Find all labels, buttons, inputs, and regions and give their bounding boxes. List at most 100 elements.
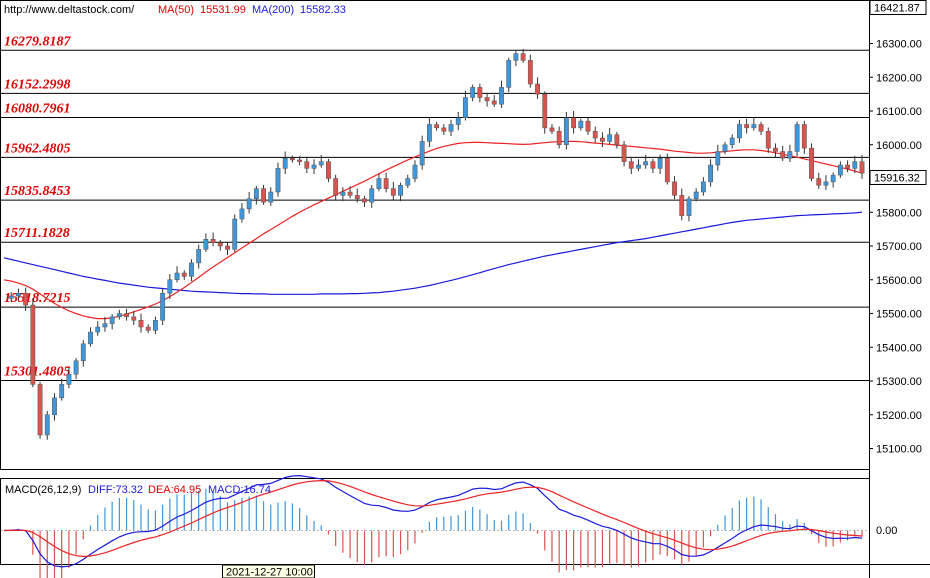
fib-level-label: 16080.7961 [4,101,71,116]
fib-level-label: 15301.4805 [4,365,71,380]
candles [8,48,865,440]
macd-hist-label: MACD:16.74 [208,484,271,496]
candle [463,90,468,121]
candle [102,316,108,332]
macd-title: MACD(26,12,9) [5,484,81,496]
candle [138,313,144,333]
price-axis: 16300.0016200.0016100.0016000.0015900.00… [869,39,922,456]
candle [621,141,627,167]
y-tick-label: 15800.00 [876,207,922,219]
candle [585,117,591,135]
macd-dea-label: DEA:64.95 [148,484,201,496]
candle [700,177,706,196]
ma-lines [3,140,863,320]
date-label: 2021-12-27 10:00 [226,567,313,578]
candle [787,144,793,162]
candle [318,154,324,168]
site-url: http://www.deltastock.com/ [4,4,135,16]
candle [131,311,137,325]
y-tick-label: 16100.00 [876,106,922,118]
candle [708,159,714,187]
fib-lines: 16279.8187 16152.2998 16080.7961 15962.4805… [1,34,869,382]
candle [491,95,497,107]
candle [765,127,771,153]
candle [347,186,353,199]
candle [448,119,454,136]
candle [289,155,295,163]
candle [477,83,483,103]
fib-level-label: 16279.8187 [4,34,72,49]
y-tick-label: 15400.00 [876,342,922,354]
candle [845,160,850,173]
candle [664,153,670,185]
ma50-value: 15531.99 [200,4,246,16]
candle [326,158,331,183]
candle [693,188,699,202]
candle [398,182,403,202]
candle [722,142,728,155]
candle [16,288,21,301]
ma200-label: MA(200) [252,4,294,16]
candle [715,144,721,171]
current-price-box [869,170,927,185]
candle [780,145,786,161]
candle [333,174,339,201]
candle [44,411,50,440]
candle [737,119,742,143]
candle [773,143,778,158]
candle [275,162,281,197]
candle [801,120,807,154]
candle [607,127,613,145]
candle [816,172,822,189]
y-tick-label: 15600.00 [876,275,922,287]
candle [470,84,476,102]
candle [419,135,425,170]
candle [859,154,865,179]
candle [210,232,216,247]
candle [455,112,461,131]
candle [30,298,36,388]
fib-level-label: 15711.1828 [4,226,70,241]
candle [167,274,173,299]
candle [160,288,166,325]
macd-diff-line [3,474,863,568]
candle [412,160,418,183]
candle [116,309,122,320]
candle [830,172,836,188]
y-tick-label: 15500.00 [876,309,922,321]
current-price: 15916.32 [874,173,920,185]
ma50-label: MA(50) [158,4,194,16]
candle [628,156,634,175]
candle [506,57,512,93]
y-tick-label: 15700.00 [876,241,922,253]
candle [196,244,202,269]
y-tick-label: 16000.00 [876,140,922,152]
candle [23,287,29,311]
candle [232,214,238,253]
candle [578,118,584,131]
ma200-value: 15582.33 [300,4,346,16]
candle [8,292,14,303]
candle [95,321,101,336]
candle [686,196,692,222]
y-tick-label: 16300.00 [876,39,922,51]
candle [340,187,346,202]
candle [744,118,750,134]
candle [88,327,93,347]
candle [426,117,432,148]
fib-level-label: 15962.4805 [4,141,71,156]
candle [672,176,677,200]
candle [80,340,86,367]
candle [174,266,180,283]
candle [390,181,396,201]
candle [203,233,209,253]
candle [124,308,129,321]
candle [549,124,555,134]
candle [729,134,735,149]
candle [376,173,382,192]
candle [520,48,526,64]
y-tick-label: 16200.00 [876,72,922,84]
candle [383,172,389,193]
candle [66,367,72,389]
candle [304,156,310,174]
